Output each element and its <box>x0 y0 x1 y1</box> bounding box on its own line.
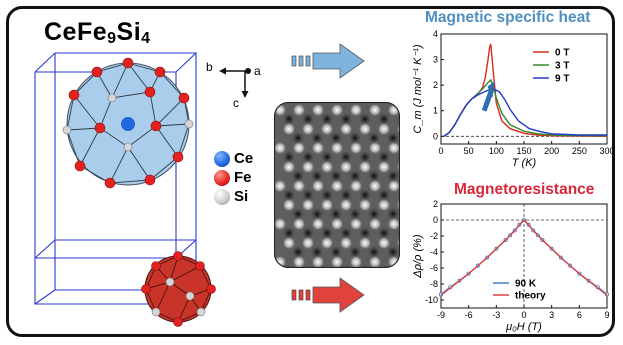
series-line-9-t <box>443 88 607 137</box>
y-tick-label: -6 <box>430 263 438 273</box>
fe-ball-icon <box>214 169 230 186</box>
x-tick-label: 3 <box>549 310 554 320</box>
plot-frame <box>440 33 608 145</box>
magnetoresistance-heading: Magnetoresistance <box>454 181 595 198</box>
ce-ball-icon <box>214 150 230 167</box>
x-axis-label: μ₀H (T) <box>505 321 542 333</box>
legend-label: 0 T <box>555 48 569 59</box>
y-tick-label: 4 <box>433 29 438 39</box>
x-tick-label: 0 <box>438 146 443 156</box>
y-tick-label: 0 <box>433 215 438 225</box>
axis-label-a: a <box>254 64 261 78</box>
x-tick-label: 100 <box>489 146 504 156</box>
series-line-3-t <box>443 78 608 137</box>
y-axis-label: Δρ/ρ (%) <box>412 234 424 279</box>
legend-label: 90 K <box>515 279 537 290</box>
specific-heat-chart: 0 50 100 150 200 250 300 0 1 2 3 4 0 T 3 T 9 T T (K) C_m… <box>412 29 615 169</box>
title-main: CeFe <box>44 18 108 46</box>
legend-label: 3 T <box>555 61 569 72</box>
series-line-theory <box>440 218 608 296</box>
x-axis-label: T (K) <box>512 157 537 169</box>
legend-label: theory <box>515 291 546 302</box>
y-tick-label: 2 <box>433 80 438 90</box>
microscopy-image <box>274 102 400 268</box>
y-axis-label: C_m (J mol⁻¹ K⁻¹) <box>412 44 424 134</box>
legend-ce: Ce <box>214 150 253 167</box>
x-tick-label: -6 <box>465 310 473 320</box>
series-line-0-t <box>443 43 608 137</box>
shift-arrow <box>481 81 495 112</box>
x-tick-label: -3 <box>492 310 500 320</box>
compound-title: CeFe9Si4 <box>44 18 151 48</box>
x-tick-label: 150 <box>516 146 531 156</box>
x-tick-label: -9 <box>437 310 445 320</box>
y-tick-label: -4 <box>430 247 438 257</box>
legend-si: Si <box>214 188 248 205</box>
y-tick-label: -8 <box>430 279 438 289</box>
y-tick-label: -10 <box>425 295 438 305</box>
x-tick-label: 0 <box>521 310 526 320</box>
x-tick-label: 9 <box>604 310 609 320</box>
x-tick-label: 200 <box>544 146 559 156</box>
legend-label-si: Si <box>234 188 249 205</box>
legend-label-ce: Ce <box>234 150 254 167</box>
title-sub-9: 9 <box>107 30 117 47</box>
x-tick-label: 300 <box>599 146 614 156</box>
title-sub-4: 4 <box>141 30 151 47</box>
legend-label: 9 T <box>555 74 569 85</box>
x-tick-label: 50 <box>464 146 474 156</box>
title-mid: Si <box>116 18 142 46</box>
axis-label-c: c <box>233 96 239 110</box>
x-tick-label: 250 <box>572 146 587 156</box>
legend-label-fe: Fe <box>234 169 252 186</box>
axis-label-b: b <box>206 60 213 74</box>
y-tick-label: 2 <box>433 200 438 209</box>
legend-fe: Fe <box>214 169 252 186</box>
y-tick-label: 3 <box>433 55 438 65</box>
x-tick-label: 6 <box>577 310 582 320</box>
si-ball-icon <box>214 188 230 205</box>
y-tick-label: 0 <box>433 131 438 141</box>
specific-heat-heading: Magnetic specific heat <box>425 9 591 26</box>
y-tick-label: -2 <box>430 231 438 241</box>
y-tick-label: 1 <box>433 106 438 116</box>
